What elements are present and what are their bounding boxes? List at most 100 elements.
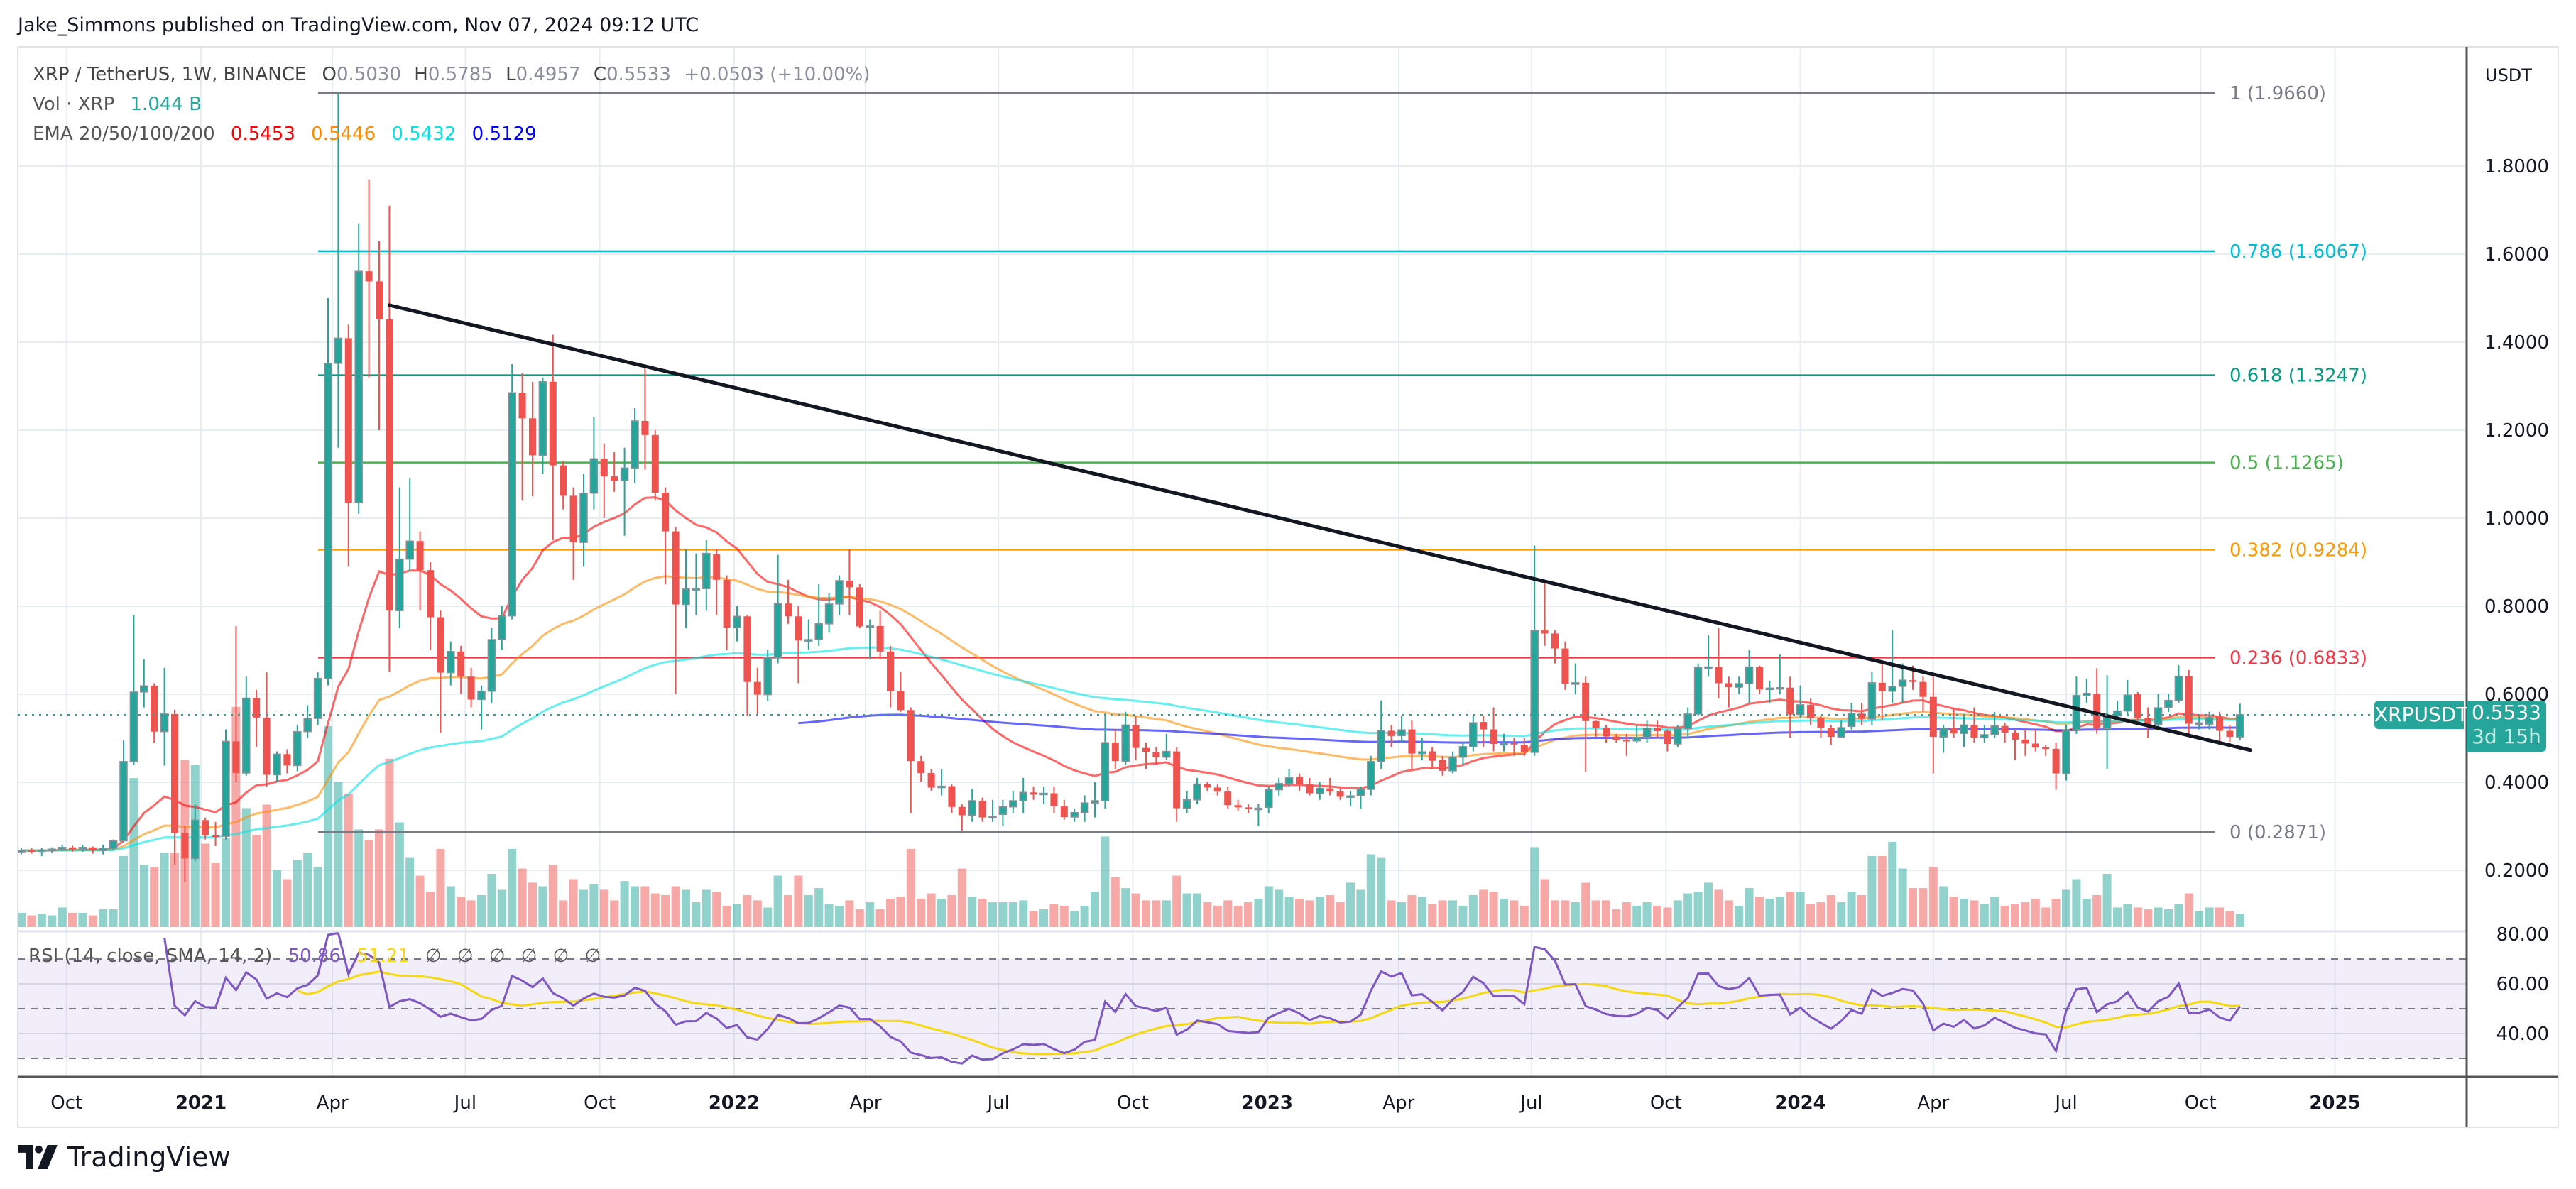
volume-bar <box>1632 906 1642 927</box>
candle-body <box>2216 716 2223 731</box>
volume-bar <box>1898 868 1907 927</box>
volume-bar <box>273 870 281 927</box>
volume-bar <box>722 906 731 927</box>
volume-bar <box>1673 900 1682 927</box>
candle-body <box>1878 682 1886 691</box>
candle-body <box>1490 729 1497 745</box>
volume-bar <box>1121 888 1130 927</box>
candle-body <box>2031 743 2039 748</box>
volume-bar <box>1254 899 1263 927</box>
candle-body <box>1265 789 1273 809</box>
candle-body <box>1152 752 1160 757</box>
volume-bar <box>1203 902 1212 927</box>
candle-body <box>1306 784 1314 794</box>
candle-body <box>1387 730 1395 736</box>
candle-body <box>2226 730 2234 738</box>
rsi-legend[interactable]: RSI (14, close, SMA, 14, 2) 50.86 51.21 … <box>28 946 611 967</box>
volume-bar <box>1315 897 1324 927</box>
ema100-value: 0.5432 <box>391 124 457 145</box>
ema-legend[interactable]: EMA 20/50/100/200 0.5453 0.5446 0.5432 0… <box>33 124 547 145</box>
volume-bar <box>1110 877 1120 927</box>
volume-bar <box>1980 904 1989 927</box>
ema200-value: 0.5129 <box>471 124 537 145</box>
volume-bar <box>1530 847 1539 927</box>
candle-body <box>2021 739 2029 744</box>
volume-bar <box>824 904 834 927</box>
volume-bar <box>1101 836 1110 927</box>
candle-body <box>1776 686 1784 690</box>
volume-bar <box>58 907 67 927</box>
candle-body <box>917 761 925 773</box>
volume-bar <box>1223 900 1233 927</box>
candle-body <box>958 806 966 816</box>
candle-body <box>89 847 97 851</box>
volume-bar <box>2235 913 2244 927</box>
volume-bar <box>2041 907 2051 927</box>
volume-bar <box>1080 906 1089 927</box>
rsi-value: 50.86 <box>288 946 342 967</box>
candle-body <box>151 686 158 732</box>
volume-legend[interactable]: Vol · XRP 1.044 B <box>33 94 212 115</box>
fib-retracement[interactable]: 1 (1.9660) 0.786 (1.6067) 0.618 (1.3247) 0.… <box>318 83 2367 843</box>
volume-bar <box>1172 875 1181 927</box>
volume-bar <box>283 879 292 927</box>
candle-body <box>733 615 741 629</box>
candle-body <box>1561 648 1569 684</box>
volume-bar <box>262 804 271 927</box>
fib-level-label: 0.786 (1.6067) <box>2230 241 2367 263</box>
volume-bar <box>599 889 608 927</box>
candle-body <box>1582 682 1590 721</box>
candle-body <box>1622 740 1630 742</box>
volume-bar <box>109 909 118 927</box>
candle-body <box>334 337 343 364</box>
volume-bar <box>1755 897 1764 927</box>
volume-bar <box>978 899 987 927</box>
volume-bar <box>436 848 445 927</box>
time-tick-label: Oct <box>50 1092 82 1114</box>
volume-bar <box>1275 889 1284 927</box>
close-label: C <box>593 64 606 85</box>
candle-body <box>1827 728 1835 738</box>
tradingview-logo-icon <box>18 1145 58 1169</box>
volume-bar <box>170 853 179 927</box>
volume-bar <box>866 902 875 927</box>
trendline[interactable] <box>387 303 2252 752</box>
volume-bar <box>548 865 557 927</box>
volume-bar <box>497 889 506 927</box>
volume-bar <box>896 897 905 927</box>
candle-body <box>1121 724 1130 762</box>
volume-bar <box>487 873 496 927</box>
time-tick-label: Jul <box>453 1092 476 1114</box>
candle-body <box>2001 725 2009 733</box>
candle-body <box>753 681 761 695</box>
candle-body <box>2113 710 2122 717</box>
volume-bar <box>1939 886 1948 927</box>
symbol-legend[interactable]: XRP / TetherUS, 1W, BINANCE O0.5030 H0.5… <box>33 64 877 85</box>
currency-label[interactable]: USDT <box>2485 65 2532 85</box>
time-tick-label: Apr <box>1917 1092 1949 1114</box>
candle-body <box>1500 743 1508 746</box>
candle-body <box>1642 727 1652 738</box>
volume-bar <box>2215 907 2224 927</box>
volume-bar <box>620 881 629 927</box>
candle-body <box>538 381 547 456</box>
fib-level-label: 1 (1.9660) <box>2230 83 2326 104</box>
volume-bar <box>1612 909 1621 927</box>
volume-bar <box>457 897 466 927</box>
price-tick-label: 1.4000 <box>2484 332 2549 354</box>
candle-body <box>518 393 526 419</box>
volume-bar <box>385 758 394 927</box>
candle-body <box>948 786 956 807</box>
volume-bar <box>466 900 476 927</box>
candle-body <box>1336 791 1344 797</box>
candle-body <box>242 697 251 774</box>
volume-bar <box>1428 904 1437 927</box>
volume-bar <box>78 912 87 927</box>
volume-bar <box>1500 899 1508 927</box>
candle-body <box>897 691 905 711</box>
candle-body <box>1254 807 1263 811</box>
volume-bar <box>364 840 373 927</box>
candle-body <box>937 785 946 789</box>
candle-body <box>1674 728 1682 745</box>
